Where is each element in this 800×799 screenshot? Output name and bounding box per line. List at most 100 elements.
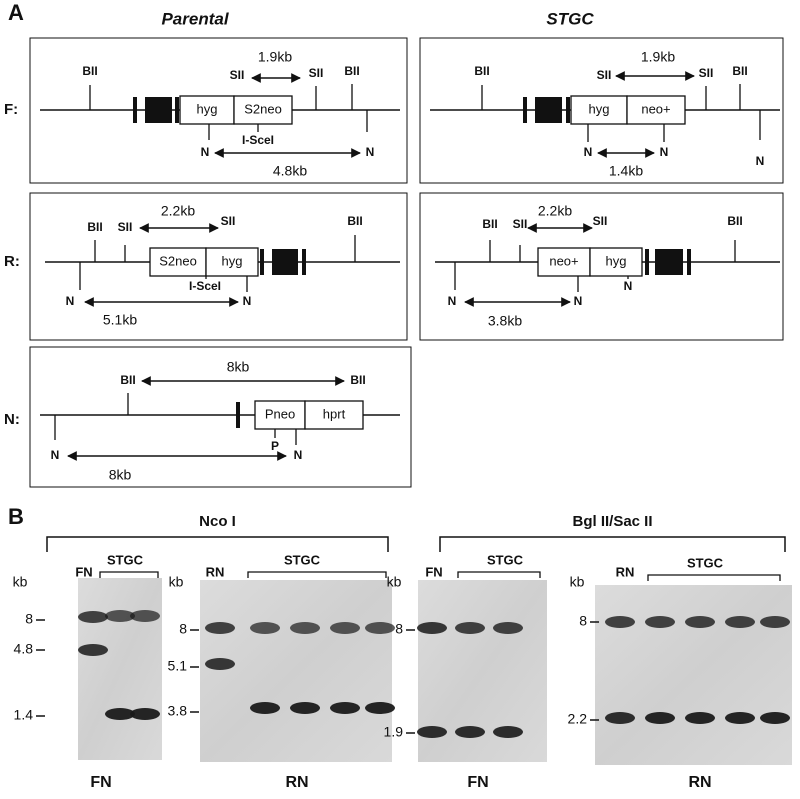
site-label: N <box>448 294 457 308</box>
lane-group-label: STGC <box>284 552 321 567</box>
exon <box>523 97 527 123</box>
distance-label: 4.8kb <box>273 163 307 179</box>
exon <box>145 97 172 123</box>
blot-band <box>130 708 160 720</box>
cassette-box <box>626 95 686 125</box>
site-label: N <box>366 145 375 159</box>
site-label: N <box>51 448 60 462</box>
site-label: N <box>756 154 765 168</box>
site-label: SII <box>230 68 245 82</box>
blot-band <box>493 622 523 634</box>
site-label: SII <box>699 66 714 80</box>
lane-label: RN <box>616 564 635 579</box>
site-label: SII <box>513 217 528 231</box>
panel-label: A <box>8 0 24 25</box>
blot-band <box>78 611 108 623</box>
blot-band <box>205 658 235 670</box>
digest-label: Nco I <box>199 513 236 530</box>
row-label: F: <box>4 101 18 118</box>
blot-band <box>250 702 280 714</box>
distance-label: 8kb <box>109 467 132 483</box>
site-label: N <box>294 448 303 462</box>
cassette-box <box>254 400 306 430</box>
site-label: N <box>243 294 252 308</box>
distance-label: 8kb <box>227 359 250 375</box>
row-label: R: <box>4 253 20 270</box>
blot-band <box>290 622 320 634</box>
blot-band <box>605 712 635 724</box>
blot-band <box>330 622 360 634</box>
cassette-box <box>149 247 207 277</box>
blot-band <box>760 712 790 724</box>
site-label: SII <box>221 214 236 228</box>
site-label: N <box>660 145 669 159</box>
cassette-box <box>233 95 293 125</box>
blot-band <box>365 622 395 634</box>
size-marker: 5.1 <box>168 658 188 674</box>
cassette-label: hyg <box>197 101 218 116</box>
size-marker: 1.4 <box>14 707 34 723</box>
site-label: BII <box>120 373 135 387</box>
blot-band <box>105 610 135 622</box>
exon <box>175 97 179 123</box>
lane-label: FN <box>425 564 442 579</box>
cassette-box <box>205 247 259 277</box>
blot-band <box>455 726 485 738</box>
blot-band <box>330 702 360 714</box>
size-marker: 3.8 <box>168 703 188 719</box>
site-label: N <box>584 145 593 159</box>
blot-band <box>605 616 635 628</box>
size-marker: 8 <box>179 621 187 637</box>
cassette-label: Pneo <box>265 406 295 421</box>
size-marker: 2.2 <box>568 711 588 727</box>
distance-label: 1.9kb <box>258 49 292 65</box>
site-label: BII <box>82 64 97 78</box>
exon <box>645 249 649 275</box>
blot-band <box>645 616 675 628</box>
site-label: BII <box>87 220 102 234</box>
column-header: Parental <box>161 9 229 28</box>
distance-label: 5.1kb <box>103 312 137 328</box>
probe-label: RN <box>688 774 711 791</box>
probe-label: FN <box>467 774 488 791</box>
exon <box>133 97 137 123</box>
blot-image <box>78 578 162 760</box>
lane-group-label: STGC <box>687 555 724 570</box>
site-label: BII <box>344 64 359 78</box>
cassette-label: hprt <box>323 406 346 421</box>
panel-label: B <box>8 504 24 529</box>
site-label: N <box>66 294 75 308</box>
blot-band <box>493 726 523 738</box>
site-label: N <box>624 279 633 293</box>
blot-band <box>290 702 320 714</box>
size-marker: 8 <box>395 621 403 637</box>
distance-label: 1.9kb <box>641 49 675 65</box>
blot-band <box>685 616 715 628</box>
blot-band <box>78 644 108 656</box>
map-frame <box>419 192 784 341</box>
cassette-box <box>589 247 643 277</box>
cassette-label: hyg <box>222 253 243 268</box>
blot-band <box>105 708 135 720</box>
blot-band <box>645 712 675 724</box>
lane-bracket <box>247 571 387 578</box>
site-label: I-SceI <box>242 133 274 147</box>
cassette-label: S2neo <box>244 101 282 116</box>
distance-label: 1.4kb <box>609 163 643 179</box>
exon <box>655 249 683 275</box>
digest-bracket <box>46 536 389 552</box>
exon <box>687 249 691 275</box>
blot-band <box>250 622 280 634</box>
unit-label: kb <box>387 574 402 590</box>
size-marker: 1.9 <box>384 724 404 740</box>
lane-label: RN <box>206 564 225 579</box>
blot-band <box>417 726 447 738</box>
unit-label: kb <box>169 574 184 590</box>
site-label: BII <box>727 214 742 228</box>
cassette-label: hyg <box>606 253 627 268</box>
site-label: SII <box>593 214 608 228</box>
site-label: SII <box>597 68 612 82</box>
lane-label: FN <box>75 564 92 579</box>
digest-bracket <box>439 536 786 552</box>
